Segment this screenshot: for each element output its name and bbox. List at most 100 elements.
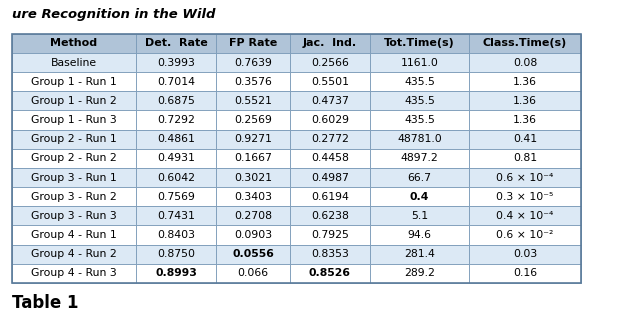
Bar xyxy=(136,245,216,264)
Text: 0.16: 0.16 xyxy=(513,268,537,278)
Text: 0.7569: 0.7569 xyxy=(157,192,195,202)
Text: Group 3 - Run 1: Group 3 - Run 1 xyxy=(31,173,116,183)
Text: 435.5: 435.5 xyxy=(404,96,435,106)
Bar xyxy=(12,110,136,129)
Text: 0.81: 0.81 xyxy=(513,153,537,163)
Bar xyxy=(216,53,290,72)
Bar xyxy=(216,245,290,264)
Text: 435.5: 435.5 xyxy=(404,77,435,87)
Text: 0.3576: 0.3576 xyxy=(234,77,272,87)
Bar xyxy=(290,34,370,53)
Bar xyxy=(370,129,469,149)
Bar xyxy=(12,53,136,72)
Text: 0.8353: 0.8353 xyxy=(311,249,349,259)
Bar xyxy=(370,34,469,53)
Bar xyxy=(290,53,370,72)
Text: 1161.0: 1161.0 xyxy=(401,58,438,68)
Text: 289.2: 289.2 xyxy=(404,268,435,278)
Text: FP Rate: FP Rate xyxy=(229,38,277,48)
Bar xyxy=(136,110,216,129)
Bar xyxy=(469,149,581,168)
Bar xyxy=(290,91,370,110)
Text: 0.2566: 0.2566 xyxy=(311,58,349,68)
Text: 0.4737: 0.4737 xyxy=(311,96,349,106)
Bar xyxy=(290,206,370,225)
Bar xyxy=(12,129,136,149)
Bar xyxy=(290,149,370,168)
Bar xyxy=(469,34,581,53)
Text: Class.Time(s): Class.Time(s) xyxy=(483,38,567,48)
Text: 0.3993: 0.3993 xyxy=(157,58,195,68)
Text: 5.1: 5.1 xyxy=(411,211,428,221)
Text: 0.2708: 0.2708 xyxy=(234,211,272,221)
Text: 0.2569: 0.2569 xyxy=(234,115,272,125)
Bar xyxy=(469,206,581,225)
Bar xyxy=(136,225,216,245)
Text: Group 4 - Run 1: Group 4 - Run 1 xyxy=(31,230,116,240)
Bar xyxy=(469,129,581,149)
Bar xyxy=(12,72,136,91)
Bar xyxy=(216,168,290,187)
Bar xyxy=(290,168,370,187)
Bar xyxy=(370,149,469,168)
Text: 1.36: 1.36 xyxy=(513,77,537,87)
Text: Method: Method xyxy=(51,38,97,48)
Bar xyxy=(469,245,581,264)
Bar xyxy=(136,72,216,91)
Bar xyxy=(12,225,136,245)
Text: Group 1 - Run 1: Group 1 - Run 1 xyxy=(31,77,116,87)
Bar xyxy=(12,245,136,264)
Text: 0.41: 0.41 xyxy=(513,134,537,144)
Bar xyxy=(469,110,581,129)
Bar xyxy=(290,72,370,91)
Text: Group 1 - Run 3: Group 1 - Run 3 xyxy=(31,115,116,125)
Text: ure Recognition in the Wild: ure Recognition in the Wild xyxy=(12,8,215,21)
Bar xyxy=(12,34,581,283)
Bar xyxy=(12,206,136,225)
Text: 1.36: 1.36 xyxy=(513,96,537,106)
Text: 0.6238: 0.6238 xyxy=(311,211,349,221)
Text: 0.6 × 10⁻²: 0.6 × 10⁻² xyxy=(497,230,554,240)
Bar xyxy=(216,129,290,149)
Text: Tot.Time(s): Tot.Time(s) xyxy=(384,38,455,48)
Text: 0.7431: 0.7431 xyxy=(157,211,195,221)
Text: 0.6029: 0.6029 xyxy=(311,115,349,125)
Bar xyxy=(136,53,216,72)
Bar xyxy=(370,53,469,72)
Bar xyxy=(12,34,136,53)
Bar xyxy=(370,72,469,91)
Text: 281.4: 281.4 xyxy=(404,249,435,259)
Bar xyxy=(469,53,581,72)
Text: 1.36: 1.36 xyxy=(513,115,537,125)
Bar xyxy=(12,168,136,187)
Bar xyxy=(136,149,216,168)
Text: Jac.  Ind.: Jac. Ind. xyxy=(303,38,357,48)
Text: Group 3 - Run 2: Group 3 - Run 2 xyxy=(31,192,116,202)
Text: Group 4 - Run 2: Group 4 - Run 2 xyxy=(31,249,116,259)
Text: 0.7014: 0.7014 xyxy=(157,77,195,87)
Text: 0.8993: 0.8993 xyxy=(156,268,197,278)
Bar xyxy=(12,149,136,168)
Text: 435.5: 435.5 xyxy=(404,115,435,125)
Bar xyxy=(370,110,469,129)
Text: 0.6875: 0.6875 xyxy=(157,96,195,106)
Bar xyxy=(136,264,216,283)
Bar xyxy=(216,149,290,168)
Bar xyxy=(290,245,370,264)
Bar xyxy=(136,206,216,225)
Text: 0.8750: 0.8750 xyxy=(157,249,195,259)
Bar xyxy=(290,225,370,245)
Text: 0.9271: 0.9271 xyxy=(234,134,272,144)
Text: 0.4931: 0.4931 xyxy=(157,153,195,163)
Bar xyxy=(216,110,290,129)
Text: 0.7292: 0.7292 xyxy=(157,115,195,125)
Bar xyxy=(370,91,469,110)
Text: Group 1 - Run 2: Group 1 - Run 2 xyxy=(31,96,116,106)
Text: 0.0556: 0.0556 xyxy=(232,249,274,259)
Bar xyxy=(469,264,581,283)
Bar xyxy=(216,187,290,206)
Bar xyxy=(216,264,290,283)
Text: 0.4987: 0.4987 xyxy=(311,173,349,183)
Text: 0.4861: 0.4861 xyxy=(157,134,195,144)
Bar xyxy=(370,264,469,283)
